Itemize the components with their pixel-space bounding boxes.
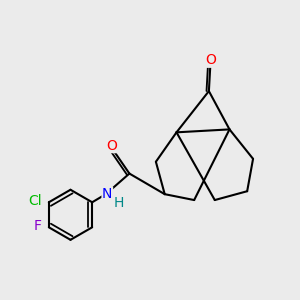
Text: F: F (34, 219, 41, 233)
Text: Cl: Cl (28, 194, 41, 208)
Text: N: N (102, 187, 112, 201)
Text: O: O (106, 139, 117, 153)
Text: H: H (114, 196, 124, 210)
Text: O: O (205, 53, 216, 67)
